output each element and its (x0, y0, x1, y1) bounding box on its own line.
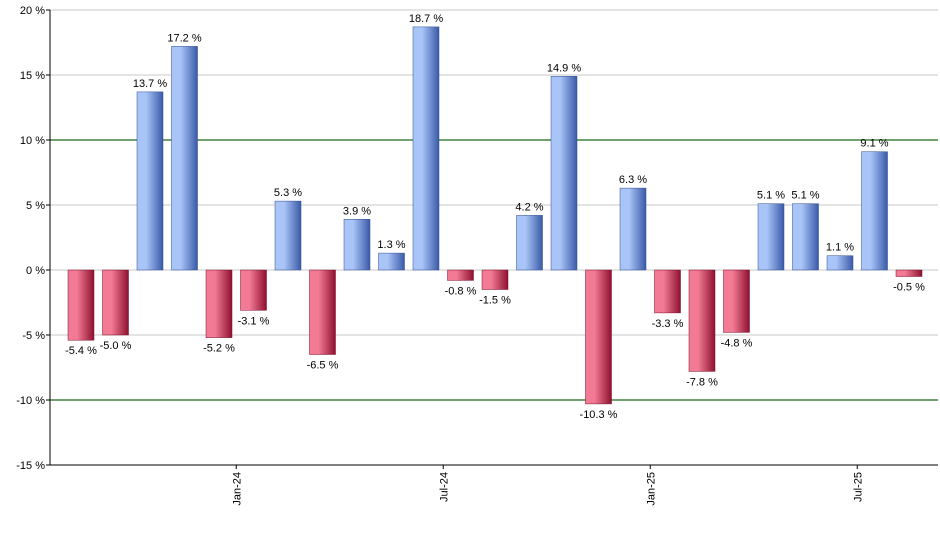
bar (861, 151, 888, 271)
bar (67, 269, 95, 341)
bar (654, 269, 681, 314)
bar (447, 269, 474, 281)
y-tick-label: 0 % (26, 265, 45, 277)
bar (240, 269, 267, 311)
data-label: -5.0 % (100, 340, 132, 352)
bar (688, 269, 716, 372)
data-label: -3.3 % (652, 318, 684, 330)
data-label: 4.2 % (515, 201, 543, 213)
data-label: 6.3 % (619, 174, 647, 186)
data-label: 1.1 % (826, 242, 854, 254)
data-label: 17.2 % (167, 32, 201, 44)
bar (619, 187, 647, 271)
data-label: -6.5 % (307, 360, 339, 372)
data-label: -1.5 % (479, 295, 511, 307)
data-label: -10.3 % (580, 409, 618, 421)
bar (723, 269, 750, 333)
y-tick-label: -5 % (22, 330, 45, 342)
bar (516, 215, 543, 271)
y-tick-label: 20 % (20, 5, 45, 17)
x-tick-label: Jul-25 (852, 472, 864, 502)
axis-layer: -15 % -10 % -5 % 0 % 5 % 10 % 15 % 20 % Jan-24 Ju… (16, 5, 938, 506)
y-tick-label: -15 % (16, 460, 45, 472)
y-tick-label: 5 % (26, 200, 45, 212)
data-label: 5.3 % (274, 187, 302, 199)
bar (378, 252, 405, 271)
data-label: 14.9 % (547, 62, 581, 74)
bar (171, 46, 198, 271)
data-label: -0.8 % (445, 285, 477, 297)
bar (343, 219, 371, 271)
bar (412, 26, 440, 271)
bar (136, 91, 164, 271)
data-label: -5.4 % (65, 345, 97, 357)
grid-layer (50, 9, 938, 401)
data-label: -3.1 % (238, 315, 270, 327)
data-label: 1.3 % (377, 239, 405, 251)
bar (585, 269, 612, 405)
bar (102, 269, 129, 336)
data-label: 5.1 % (791, 190, 819, 202)
x-tick-label: Jan-25 (645, 472, 657, 506)
data-label: -5.2 % (203, 343, 235, 355)
data-label: 3.9 % (343, 205, 371, 217)
y-tick-label: -10 % (16, 395, 45, 407)
data-label: -7.8 % (686, 376, 718, 388)
data-label: -4.8 % (721, 337, 753, 349)
data-label: 5.1 % (757, 190, 785, 202)
bar (895, 269, 923, 277)
data-label: 18.7 % (409, 13, 443, 25)
bar (309, 269, 336, 355)
bar (274, 200, 302, 271)
y-tick-label: 10 % (20, 135, 45, 147)
bar-layer (67, 26, 923, 405)
data-label: 13.7 % (133, 78, 167, 90)
bar (826, 255, 854, 271)
data-label: -0.5 % (893, 282, 925, 294)
x-tick-label: Jan-24 (231, 472, 243, 506)
y-tick-label: 15 % (20, 70, 45, 82)
bar (205, 269, 233, 338)
data-label-layer: -5.4 % -5.0 % 13.7 % 17.2 % -5.2 % -3.1 % 5.3 … (65, 13, 925, 421)
bar (757, 203, 785, 271)
bar (481, 269, 509, 290)
x-tick-label: Jul-24 (438, 472, 450, 502)
bar (792, 203, 819, 271)
bar (550, 76, 578, 271)
data-label: 9.1 % (860, 138, 888, 150)
